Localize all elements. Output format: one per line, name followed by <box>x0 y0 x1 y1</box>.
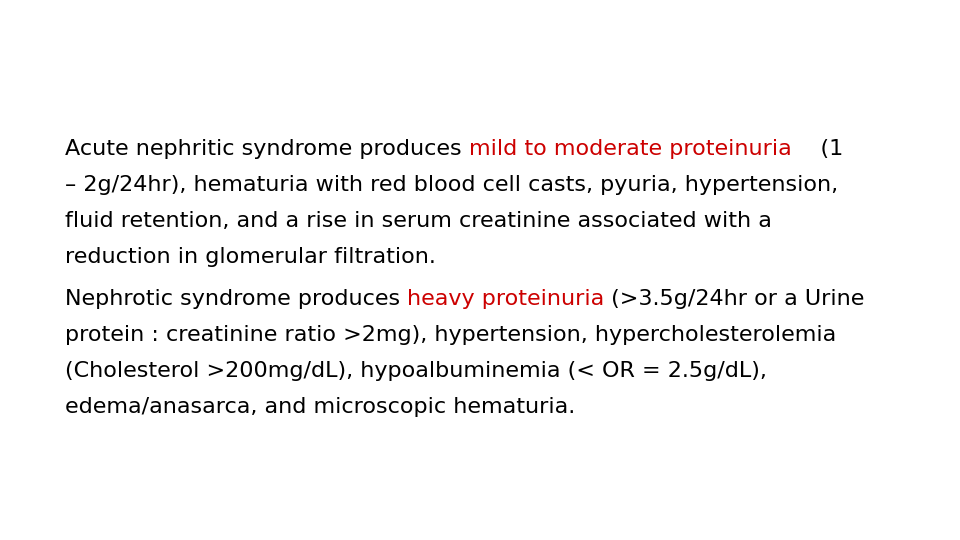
Text: (>3.5g/24hr or a Urine: (>3.5g/24hr or a Urine <box>605 289 865 309</box>
Text: heavy proteinuria: heavy proteinuria <box>407 289 605 309</box>
Text: protein : creatinine ratio >2mg), hypertension, hypercholesterolemia: protein : creatinine ratio >2mg), hypert… <box>65 325 836 345</box>
Text: reduction in glomerular filtration.: reduction in glomerular filtration. <box>65 247 436 267</box>
Text: – 2g/24hr), hematuria with red blood cell casts, pyuria, hypertension,: – 2g/24hr), hematuria with red blood cel… <box>65 175 838 195</box>
Text: fluid retention, and a rise in serum creatinine associated with a: fluid retention, and a rise in serum cre… <box>65 211 772 231</box>
Text: (Cholesterol >200mg/dL), hypoalbuminemia (< OR = 2.5g/dL),: (Cholesterol >200mg/dL), hypoalbuminemia… <box>65 361 767 381</box>
Text: (1: (1 <box>791 139 843 159</box>
Text: Acute nephritic syndrome produces: Acute nephritic syndrome produces <box>65 139 468 159</box>
Text: mild to moderate proteinuria: mild to moderate proteinuria <box>468 139 791 159</box>
Text: edema/anasarca, and microscopic hematuria.: edema/anasarca, and microscopic hematuri… <box>65 397 575 417</box>
Text: Nephrotic syndrome produces: Nephrotic syndrome produces <box>65 289 407 309</box>
